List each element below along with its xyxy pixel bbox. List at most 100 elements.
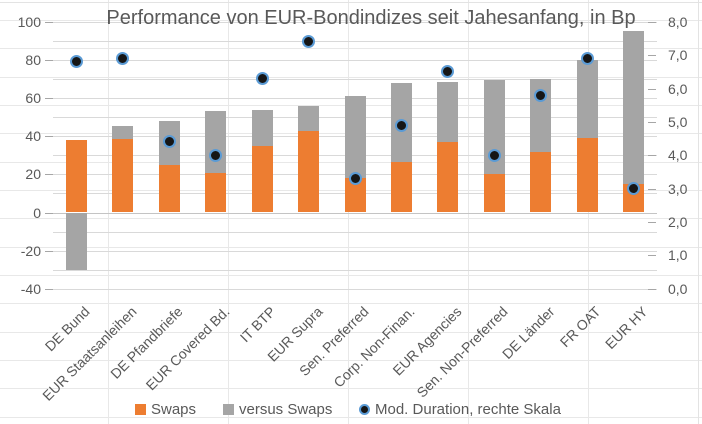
y-axis-left-label: -20	[20, 242, 41, 259]
bar-versus-swaps-FR OAT	[576, 59, 598, 139]
legend-item-swaps: Swaps	[135, 401, 196, 418]
bar-versus-swaps-IT BTP	[251, 110, 273, 146]
gridline	[53, 250, 657, 252]
cell-grid-row-line	[0, 274, 702, 276]
bar-swaps-DE Pfandbriefe	[158, 164, 180, 213]
y-axis-right-label: 7,0	[668, 47, 688, 64]
duration-dot-EUR Supra	[302, 35, 316, 49]
duration-dot-EUR Staatsanleihen	[116, 52, 130, 65]
y-axis-right-tick	[648, 222, 656, 224]
cell-grid-row-line	[0, 359, 702, 361]
y-axis-right-label: 6,0	[668, 80, 688, 97]
duration-dot-DE Länder	[534, 88, 548, 102]
duration-dot-Sen. Non-Preferred	[487, 148, 501, 162]
duration-dot-DE Pfandbriefe	[162, 135, 176, 149]
y-axis-left-label: -40	[20, 280, 41, 297]
y-axis-right-tick	[648, 255, 656, 257]
chart-border-top	[0, 2, 702, 3]
y-axis-left-label: 80	[25, 51, 41, 68]
legend-swatch-versus-swaps-icon	[223, 404, 234, 415]
legend-swatch-swaps-icon	[135, 404, 146, 415]
y-axis-right-tick	[648, 88, 656, 90]
cell-grid-column-line	[227, 0, 229, 424]
gridline	[53, 288, 657, 290]
cell-grid-row-line	[0, 20, 702, 21]
y-axis-right-tick	[648, 55, 656, 57]
y-axis-left-tick	[45, 212, 53, 214]
bar-swaps-EUR Staatsanleihen	[112, 139, 134, 213]
zero-gridline	[53, 212, 657, 214]
cell-grid-row-line	[0, 48, 702, 50]
legend-label-mod-duration: Mod. Duration, rechte Skala	[375, 401, 561, 418]
bar-versus-swaps-EUR HY	[623, 31, 645, 184]
gridline	[53, 21, 657, 23]
bar-swaps-FR OAT	[576, 138, 598, 213]
gridline	[53, 269, 657, 271]
bar-versus-swaps-EUR Staatsanleihen	[112, 125, 134, 140]
chart-border-right	[698, 0, 699, 424]
bar-versus-swaps-EUR Agencies	[437, 81, 459, 142]
gridline	[53, 40, 657, 42]
y-axis-right-tick	[648, 121, 656, 123]
cell-grid-row-line	[0, 246, 702, 248]
cell-grid-row-line	[0, 218, 702, 220]
duration-dot-Sen. Preferred	[348, 172, 362, 186]
bar-swaps-DE Bund	[65, 140, 87, 213]
cell-grid-column-line	[107, 0, 109, 424]
cell-grid-row-line	[0, 388, 702, 390]
y-axis-right-tick	[648, 21, 656, 23]
bar-swaps-Sen. Preferred	[344, 178, 366, 213]
cell-grid-row-line	[0, 331, 702, 333]
legend-label-swaps: Swaps	[151, 401, 197, 418]
y-axis-left-tick	[45, 21, 53, 23]
legend-item-mod-duration: Mod. Duration, rechte Skala	[359, 401, 561, 418]
bar-swaps-DE Länder	[530, 152, 552, 213]
y-axis-right-label: 4,0	[668, 147, 688, 164]
y-axis-right-label: 3,0	[668, 180, 688, 197]
bar-versus-swaps-DE Bund	[65, 212, 87, 270]
gridline	[53, 231, 657, 233]
duration-dot-Corp. Non-Finan.	[394, 118, 408, 132]
y-axis-right-label: 5,0	[668, 113, 688, 130]
legend-label-versus-swaps: versus Swaps	[239, 401, 333, 418]
y-axis-left-tick	[45, 136, 53, 138]
y-axis-left-tick	[45, 250, 53, 252]
gridline	[53, 59, 657, 61]
y-axis-left-tick	[45, 98, 53, 100]
y-axis-right-label: 0,0	[668, 280, 688, 297]
y-axis-right-label: 1,0	[668, 247, 688, 264]
cell-grid-row-line	[0, 416, 702, 418]
y-axis-left-label: 40	[25, 128, 41, 145]
legend-item-versus-swaps: versus Swaps	[223, 401, 332, 418]
cell-grid-row-line	[0, 76, 702, 78]
y-axis-left-label: 100	[17, 13, 41, 30]
duration-dot-EUR Agencies	[441, 65, 455, 79]
y-axis-left-label: 20	[25, 166, 41, 183]
cell-grid-column-line	[467, 0, 469, 424]
bar-swaps-Corp. Non-Finan.	[390, 161, 412, 213]
cell-grid-row-line	[0, 303, 702, 305]
bar-versus-swaps-EUR Covered Bd.	[205, 111, 227, 174]
y-axis-left-label: 60	[25, 90, 41, 107]
y-axis-right-label: 2,0	[668, 214, 688, 231]
chart-title: Performance von EUR-Bondindizes seit Jah…	[106, 7, 636, 29]
bar-swaps-EUR Covered Bd.	[205, 173, 227, 213]
legend: Swaps versus Swaps Mod. Duration, rechte…	[0, 398, 702, 420]
bar-swaps-EUR Agencies	[437, 141, 459, 213]
y-axis-right-tick	[648, 188, 656, 190]
y-axis-left-tick	[45, 59, 53, 61]
bar-versus-swaps-Sen. Preferred	[344, 96, 366, 179]
bar-swaps-IT BTP	[251, 145, 273, 213]
y-axis-right-tick	[648, 155, 656, 157]
duration-dot-FR OAT	[580, 52, 594, 65]
y-axis-left-label: 0	[33, 204, 41, 221]
duration-dot-IT BTP	[255, 72, 269, 86]
bar-swaps-EUR Supra	[298, 131, 320, 213]
y-axis-left-tick	[45, 174, 53, 176]
bar-swaps-Sen. Non-Preferred	[483, 174, 505, 213]
y-axis-right-tick	[648, 288, 656, 290]
duration-dot-EUR HY	[627, 182, 641, 196]
duration-dot-DE Bund	[69, 55, 83, 69]
bar-versus-swaps-EUR Supra	[298, 105, 320, 132]
